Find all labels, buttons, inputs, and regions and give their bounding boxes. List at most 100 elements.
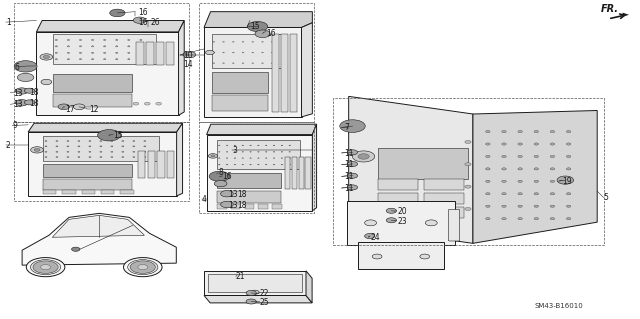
Bar — [244, 204, 254, 209]
Circle shape — [502, 130, 506, 133]
Text: 11: 11 — [344, 160, 354, 169]
Circle shape — [486, 168, 490, 170]
Circle shape — [258, 158, 259, 159]
Bar — [199, 3, 314, 122]
Circle shape — [55, 59, 58, 60]
Circle shape — [104, 59, 106, 60]
Circle shape — [130, 261, 156, 273]
Text: 15: 15 — [250, 22, 260, 31]
Circle shape — [78, 141, 80, 142]
Circle shape — [387, 218, 396, 223]
Circle shape — [140, 59, 142, 60]
Circle shape — [365, 220, 376, 226]
Bar — [378, 147, 468, 179]
Text: 14: 14 — [183, 60, 193, 69]
Text: 15: 15 — [113, 131, 122, 140]
Circle shape — [534, 205, 538, 207]
Bar — [212, 95, 268, 111]
Bar — [285, 158, 290, 189]
Circle shape — [92, 52, 93, 53]
Polygon shape — [204, 12, 312, 27]
Circle shape — [100, 146, 102, 147]
Circle shape — [213, 63, 214, 64]
Circle shape — [116, 46, 118, 47]
Text: 11: 11 — [344, 149, 354, 158]
Circle shape — [24, 100, 35, 105]
Circle shape — [133, 141, 135, 142]
Text: 20: 20 — [397, 207, 408, 216]
Circle shape — [486, 218, 490, 220]
Circle shape — [566, 193, 571, 195]
Circle shape — [271, 63, 273, 64]
Circle shape — [242, 41, 244, 42]
Circle shape — [566, 205, 571, 207]
Circle shape — [232, 63, 234, 64]
Circle shape — [58, 104, 70, 110]
Text: 18: 18 — [29, 88, 39, 97]
Circle shape — [566, 218, 571, 220]
Text: 8: 8 — [218, 168, 223, 177]
Bar — [166, 42, 173, 65]
Bar — [212, 34, 285, 68]
Circle shape — [31, 147, 44, 153]
Circle shape — [109, 9, 125, 17]
Polygon shape — [301, 23, 312, 117]
Circle shape — [387, 208, 396, 213]
Text: 18: 18 — [29, 100, 39, 108]
Bar — [378, 179, 419, 190]
Circle shape — [67, 52, 70, 53]
Circle shape — [209, 154, 218, 158]
Circle shape — [40, 265, 51, 270]
Circle shape — [127, 59, 130, 60]
Circle shape — [566, 180, 571, 182]
Circle shape — [144, 146, 146, 147]
Circle shape — [34, 148, 40, 151]
Circle shape — [502, 143, 506, 145]
Circle shape — [92, 39, 93, 41]
Circle shape — [486, 180, 490, 182]
Circle shape — [372, 254, 382, 259]
Text: 17: 17 — [65, 105, 75, 114]
Circle shape — [266, 158, 267, 159]
Circle shape — [281, 145, 283, 146]
Circle shape — [78, 146, 80, 147]
Circle shape — [221, 190, 234, 197]
Circle shape — [246, 299, 256, 304]
Circle shape — [518, 180, 522, 182]
Circle shape — [486, 155, 490, 158]
Circle shape — [41, 79, 52, 85]
Text: 18: 18 — [237, 190, 246, 199]
Circle shape — [502, 218, 506, 220]
Circle shape — [89, 157, 91, 158]
Circle shape — [55, 39, 58, 41]
Circle shape — [218, 164, 220, 165]
Bar — [231, 204, 241, 209]
Bar — [62, 190, 76, 194]
Circle shape — [56, 157, 58, 158]
Circle shape — [56, 141, 58, 142]
Text: 21: 21 — [236, 272, 245, 281]
Text: 25: 25 — [259, 298, 269, 307]
Circle shape — [348, 150, 358, 155]
Text: 16: 16 — [138, 18, 148, 26]
Bar — [424, 179, 464, 190]
Circle shape — [518, 130, 522, 133]
Polygon shape — [349, 96, 473, 243]
Circle shape — [45, 157, 47, 158]
Circle shape — [250, 164, 252, 165]
Circle shape — [518, 168, 522, 170]
Circle shape — [289, 145, 291, 146]
Circle shape — [67, 46, 70, 47]
Polygon shape — [207, 124, 317, 135]
Bar — [333, 98, 604, 245]
Bar — [217, 173, 280, 188]
Circle shape — [465, 207, 471, 211]
Bar — [43, 137, 159, 161]
Bar — [43, 190, 56, 194]
Circle shape — [486, 193, 490, 195]
Text: 7: 7 — [344, 123, 349, 132]
Circle shape — [223, 41, 225, 42]
Polygon shape — [28, 132, 177, 196]
Circle shape — [266, 145, 267, 146]
Bar — [120, 190, 134, 194]
